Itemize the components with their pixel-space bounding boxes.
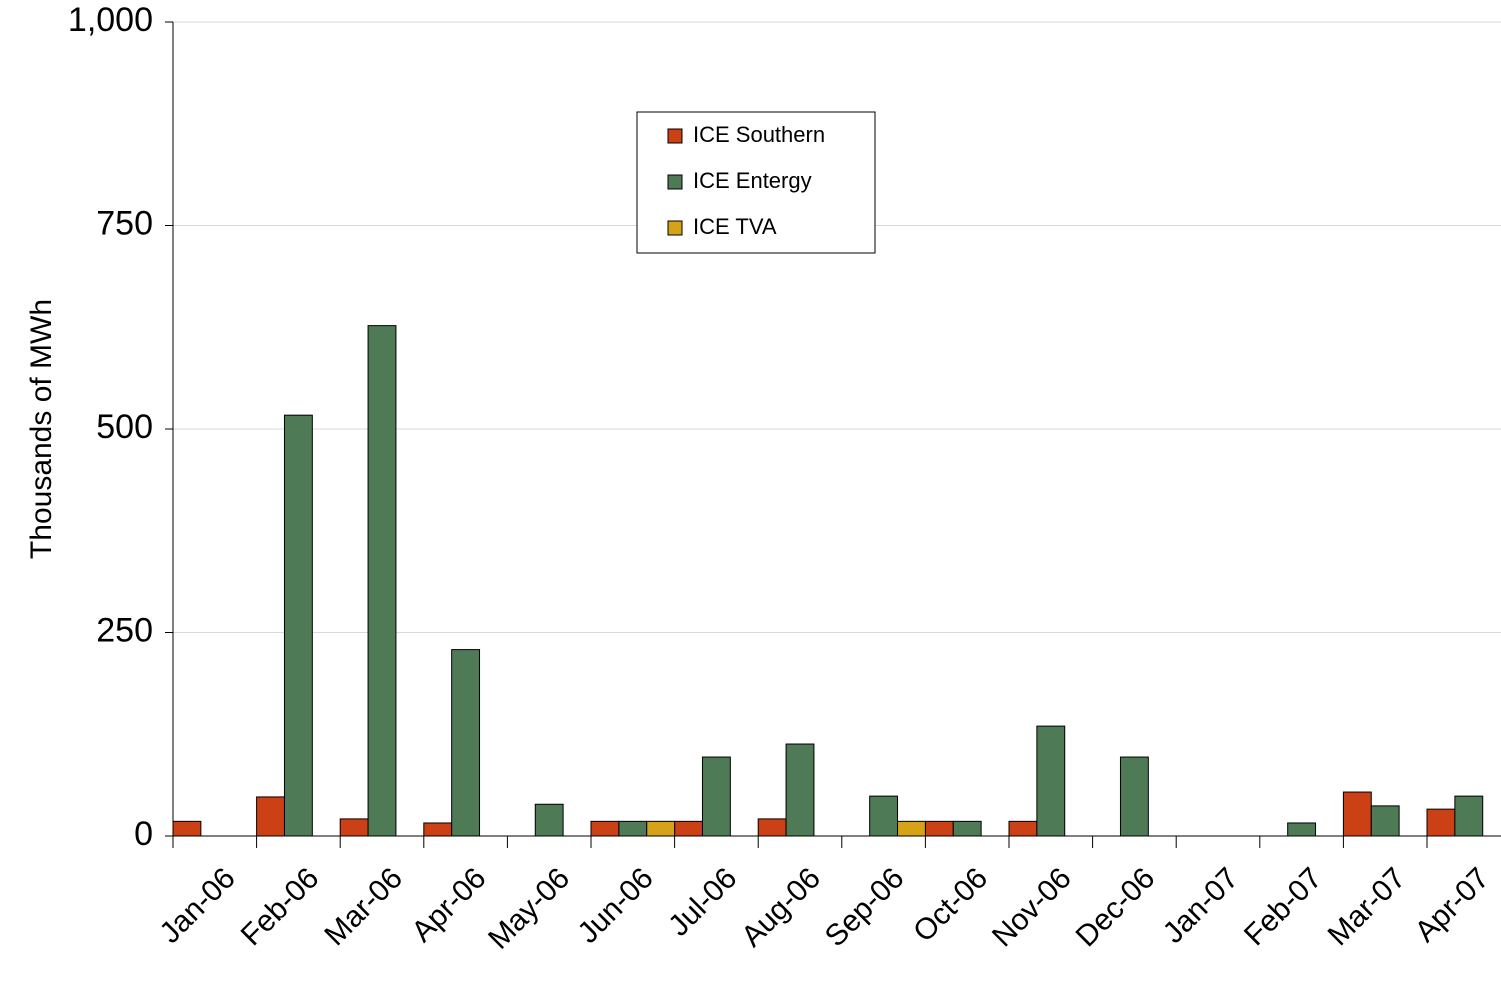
bar <box>952 820 982 837</box>
x-tick-label: Jun-06 <box>572 862 660 950</box>
x-tick-label: Feb-07 <box>1238 862 1329 953</box>
bar <box>1287 822 1317 837</box>
bar <box>451 649 481 837</box>
y-tick-label: 1,000 <box>68 1 153 39</box>
bar <box>339 818 369 837</box>
y-tick-label: 750 <box>96 204 153 242</box>
bar <box>1454 795 1484 837</box>
y-tick-label: 250 <box>96 611 153 649</box>
bar <box>646 820 676 837</box>
bar <box>534 803 564 837</box>
bar <box>618 820 648 837</box>
bar <box>757 818 787 837</box>
legend-label: ICE Southern <box>693 122 825 147</box>
x-tick-label: Dec-06 <box>1070 862 1162 954</box>
legend: ICE Southern ICE Entergy ICE TVA <box>636 111 876 254</box>
legend-label: ICE TVA <box>693 214 777 239</box>
x-tick-label: Apr-07 <box>1409 862 1496 949</box>
bar <box>283 414 313 837</box>
x-tick-label: Feb-06 <box>235 862 326 953</box>
bar <box>869 795 899 837</box>
y-tick-label: 500 <box>96 408 153 446</box>
bar <box>1426 808 1456 837</box>
x-tick-label: Jan-07 <box>1157 862 1245 950</box>
bar <box>924 820 954 837</box>
x-tick-label: Apr-06 <box>406 862 493 949</box>
bar <box>423 822 453 837</box>
bar <box>785 743 815 837</box>
x-tick-label: Jul-06 <box>662 862 743 943</box>
bar <box>172 820 202 837</box>
bar <box>1342 791 1372 837</box>
x-tick-label: May-06 <box>482 862 576 956</box>
x-tick-label: Jan-06 <box>154 862 242 950</box>
bar <box>701 756 731 837</box>
legend-swatch <box>667 128 683 144</box>
x-tick-label: Nov-06 <box>986 862 1078 954</box>
bar <box>1008 820 1038 837</box>
x-tick-label: Mar-07 <box>1322 862 1413 953</box>
x-tick-label: Oct-06 <box>907 862 994 949</box>
legend-label: ICE Entergy <box>693 168 812 193</box>
bar <box>897 820 926 837</box>
legend-swatch <box>667 220 683 236</box>
x-tick-label: Sep-06 <box>819 862 911 954</box>
bar <box>1036 725 1066 837</box>
bar <box>590 820 620 837</box>
bar <box>1119 756 1149 837</box>
bar <box>256 796 285 837</box>
bar <box>674 820 703 837</box>
x-tick-label: Mar-06 <box>318 862 409 953</box>
y-tick-label: 0 <box>134 815 153 853</box>
x-tick-label: Aug-06 <box>735 862 827 954</box>
y-axis-label: Thousands of MWh <box>25 299 58 559</box>
bar <box>367 325 397 837</box>
bar <box>1370 805 1400 837</box>
legend-swatch <box>667 174 683 190</box>
